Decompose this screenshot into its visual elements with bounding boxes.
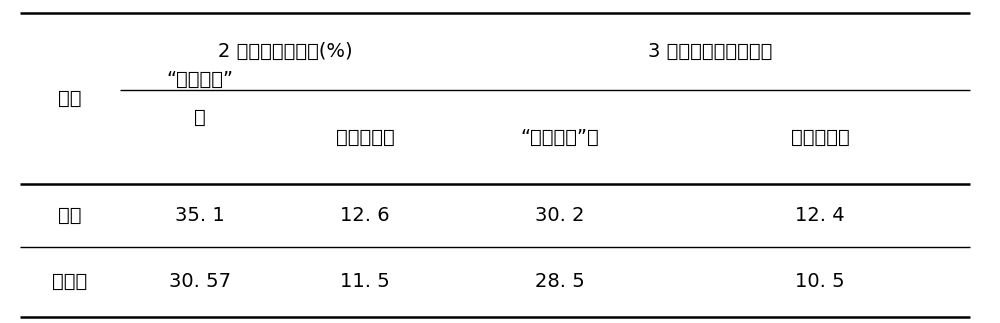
Text: 疏散分层形: 疏散分层形 xyxy=(791,128,849,147)
Text: 10. 5: 10. 5 xyxy=(795,272,845,291)
Text: 禅寺丸: 禅寺丸 xyxy=(52,272,88,291)
Text: 28. 5: 28. 5 xyxy=(535,272,585,291)
Text: 12. 6: 12. 6 xyxy=(340,206,390,225)
Text: 疏散分层形: 疏散分层形 xyxy=(336,128,394,147)
Text: 30. 2: 30. 2 xyxy=(535,206,585,225)
Text: 35. 1: 35. 1 xyxy=(175,206,225,225)
Text: 形: 形 xyxy=(194,109,206,127)
Text: 30. 57: 30. 57 xyxy=(169,272,231,291)
Text: 12. 4: 12. 4 xyxy=(795,206,845,225)
Text: 品种: 品种 xyxy=(58,89,82,108)
Text: “两枝一心”: “两枝一心” xyxy=(166,70,234,89)
Text: 2 年生树开花株率(%): 2 年生树开花株率(%) xyxy=(218,42,352,61)
Text: 次郎: 次郎 xyxy=(58,206,82,225)
Text: 11. 5: 11. 5 xyxy=(340,272,390,291)
Text: 3 年生树坐果数（个）: 3 年生树坐果数（个） xyxy=(648,42,772,61)
Text: “两枝一心”形: “两枝一心”形 xyxy=(521,128,599,147)
